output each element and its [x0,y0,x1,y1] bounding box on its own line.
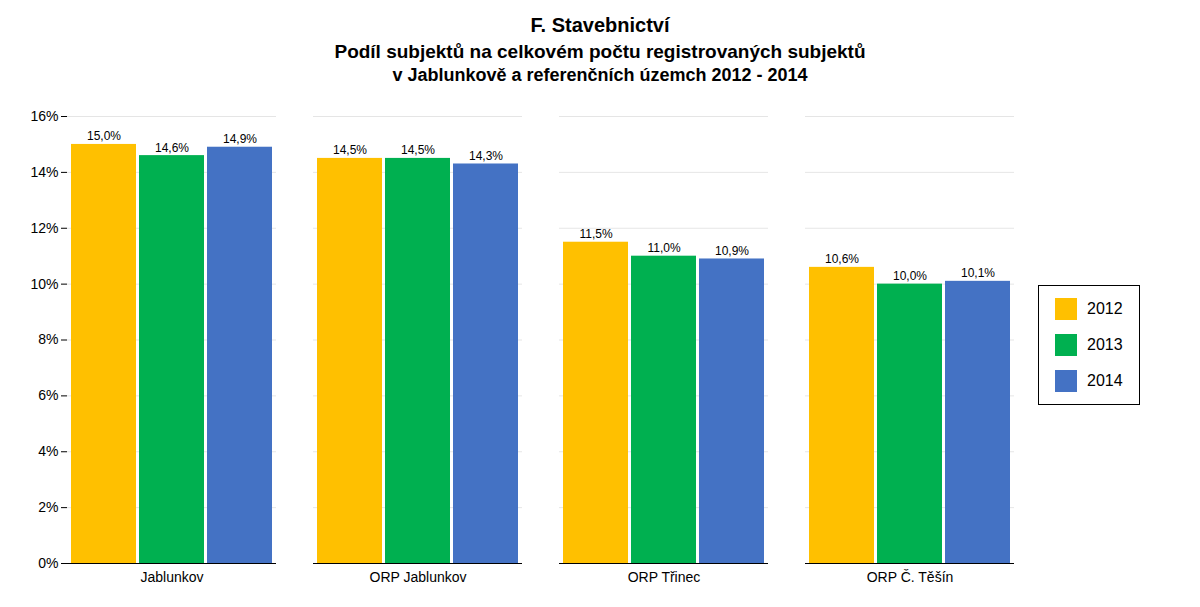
svg-text:14,6%: 14,6% [155,141,189,155]
svg-text:14,5%: 14,5% [401,143,435,157]
svg-text:10,0%: 10,0% [893,269,927,283]
html-text:v Jablunkově a referenčních úz: v Jablunkově a referenčních územch 2012 … [392,65,808,85]
svg-text:10,6%: 10,6% [825,252,859,266]
svg-text:15,0%: 15,0% [87,129,121,143]
svg-text:8%: 8% [38,331,58,347]
svg-text:14,9%: 14,9% [223,132,257,146]
svg-text:16%: 16% [30,108,58,124]
svg-text:14,3%: 14,3% [469,149,503,163]
html-text:2013: 2013 [1087,335,1123,353]
html-text:2012: 2012 [1087,299,1123,317]
svg-text:11,5%: 11,5% [579,227,612,241]
svg-text:14,5%: 14,5% [333,143,367,157]
html-text:2014: 2014 [1087,371,1123,389]
svg-text:ORP Jablunkov: ORP Jablunkov [369,569,466,585]
svg-text:ORP Č. Těšín: ORP Č. Těšín [867,569,954,585]
svg-text:12%: 12% [30,220,58,236]
svg-text:14%: 14% [30,164,58,180]
svg-text:10,9%: 10,9% [715,244,749,258]
svg-text:ORP Třinec: ORP Třinec [628,569,701,585]
svg-text:11,0%: 11,0% [647,241,680,255]
svg-text:2%: 2% [38,499,58,515]
svg-text:4%: 4% [38,443,58,459]
svg-text:10%: 10% [30,276,58,292]
html-text:Podíl subjektů na celkovém poč: Podíl subjektů na celkovém počtu registr… [334,41,866,62]
html-text:F. Stavebnictví: F. Stavebnictví [530,14,670,36]
svg-text:6%: 6% [38,387,58,403]
svg-text:0%: 0% [38,555,58,571]
svg-text:10,1%: 10,1% [961,266,995,280]
svg-text:Jablunkov: Jablunkov [140,569,203,585]
